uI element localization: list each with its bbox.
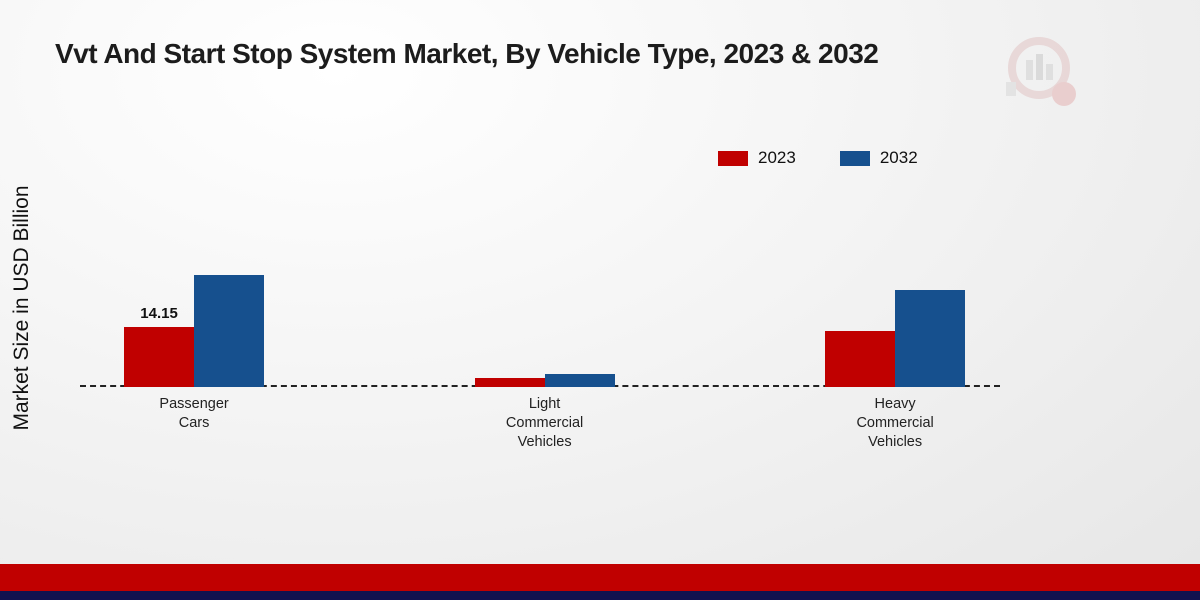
legend-item-2032: 2032: [839, 148, 918, 168]
category-label: Passenger Cars: [159, 396, 229, 431]
category-label: Light Commercial Vehicles: [505, 396, 584, 450]
bar-2023-1: [474, 378, 545, 387]
legend-label-2023: 2023: [758, 148, 796, 167]
value-label: 14.15: [140, 305, 178, 322]
brand-logo-watermark: [1006, 37, 1076, 106]
legend-swatch-2023: [718, 150, 748, 166]
chart-area: Passenger Cars Light Commercial Vehicles H…: [80, 197, 1000, 450]
chart-title: Vvt And Start Stop System Market, By Veh…: [55, 38, 879, 69]
bar-2032-2: [895, 290, 966, 387]
bar-2023-2: [825, 331, 896, 387]
footer-red-band: [0, 564, 1200, 591]
legend-label-2032: 2032: [879, 148, 918, 167]
category-label: Heavy Commercial Vehicles: [856, 396, 934, 450]
legend-swatch-2032: [839, 150, 870, 166]
bar-2023-0: [124, 327, 195, 387]
legend-item-2023: 2023: [718, 148, 796, 168]
legend: 2023 2032: [718, 148, 918, 168]
y-axis-label: Market Size in USD Billion: [10, 185, 33, 431]
footer-navy-band: [0, 591, 1200, 600]
bar-2032-0: [194, 275, 265, 387]
bar-2032-1: [544, 374, 615, 387]
